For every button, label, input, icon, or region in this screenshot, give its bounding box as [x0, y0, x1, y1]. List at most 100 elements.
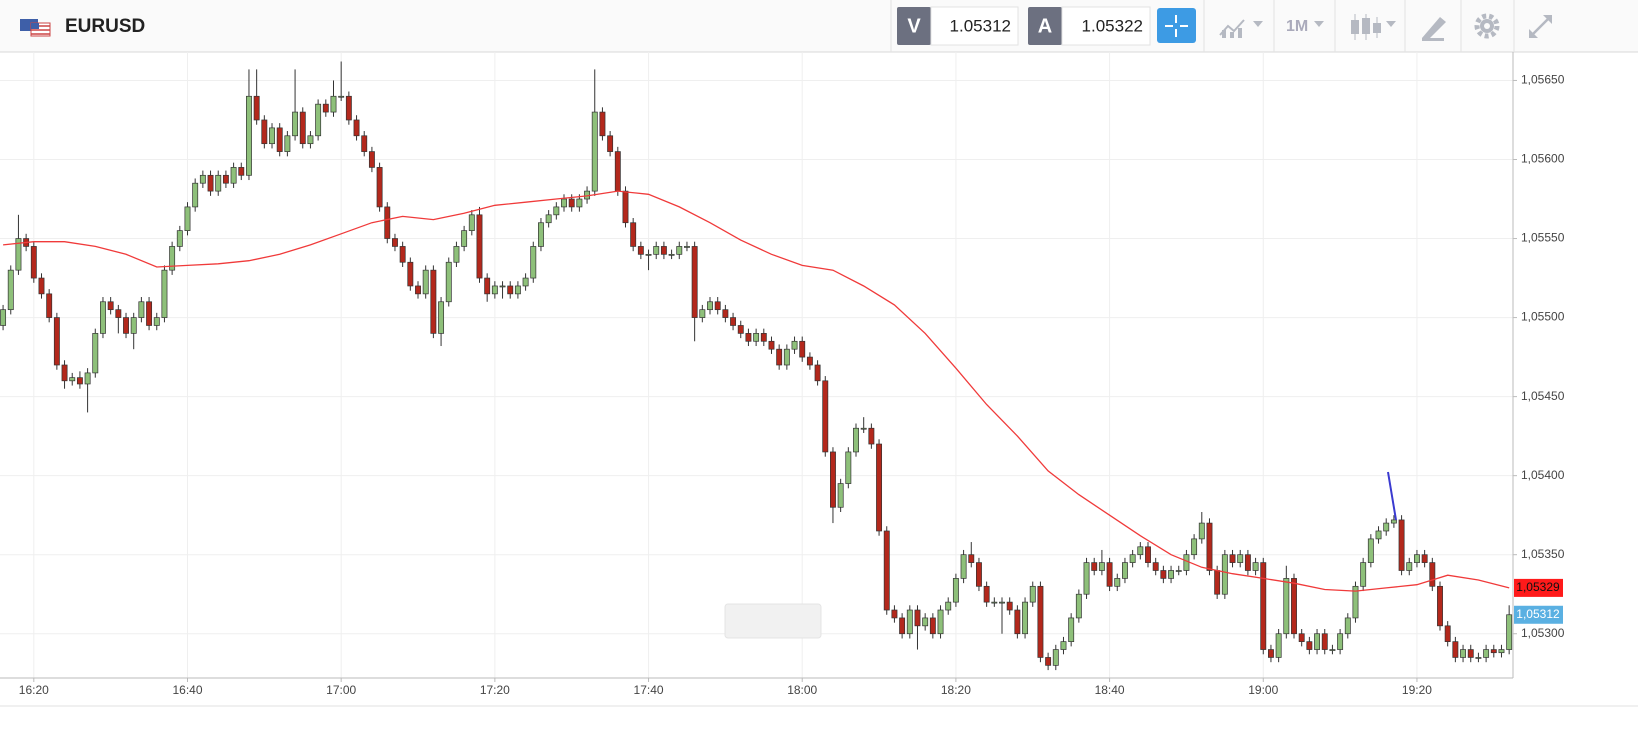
- price-marker-label: 1,05329: [1516, 580, 1560, 594]
- candle-body: [691, 246, 698, 318]
- candle-body: [338, 95, 345, 98]
- sell-button[interactable]: [897, 7, 931, 45]
- candle-body: [376, 167, 383, 208]
- candle-body: [1498, 649, 1505, 654]
- candle-body: [384, 206, 391, 239]
- candle-body: [753, 333, 760, 342]
- candle-body: [814, 364, 821, 382]
- dropdown-arrow[interactable]: [1314, 21, 1324, 27]
- candle-body: [1229, 554, 1236, 563]
- candle-body: [1037, 585, 1044, 658]
- candle-body: [937, 609, 944, 635]
- buy-button[interactable]: [1028, 7, 1062, 45]
- timeframe[interactable]: 1M: [1286, 18, 1308, 35]
- candle-body: [730, 317, 737, 326]
- candle-body: [322, 103, 329, 113]
- candle-body: [0, 309, 7, 326]
- candle-body: [622, 190, 629, 224]
- candle-body: [637, 246, 644, 255]
- candle-body: [407, 261, 414, 287]
- candle-body: [161, 269, 168, 318]
- candle-body: [453, 246, 460, 263]
- candle-body: [1398, 519, 1405, 571]
- candle-body: [1429, 562, 1436, 587]
- candle-body: [222, 174, 229, 184]
- candle-body: [76, 377, 83, 385]
- x-tick-label: 17:00: [326, 683, 356, 697]
- candle-body: [1367, 538, 1374, 563]
- settings-button[interactable]: [1474, 13, 1500, 39]
- candle-body: [1045, 657, 1052, 666]
- buy-price-box[interactable]: [1061, 6, 1151, 46]
- candle-body: [684, 246, 690, 248]
- candle-body: [192, 182, 199, 208]
- candle-body: [353, 119, 360, 137]
- buy-price[interactable]: 1.05322: [1082, 16, 1143, 35]
- fullscreen-button[interactable]: [1529, 15, 1552, 38]
- candle-body: [1268, 649, 1274, 658]
- candle-body: [822, 380, 829, 453]
- y-tick-label: 1,05650: [1521, 73, 1565, 87]
- candle-body: [561, 198, 567, 208]
- candle-body: [1175, 570, 1182, 572]
- candle-body: [630, 222, 637, 247]
- candle-body: [507, 285, 514, 295]
- candle-body: [138, 301, 145, 318]
- candle-body: [1244, 554, 1251, 571]
- candle-body: [791, 340, 798, 350]
- candle-body: [392, 238, 398, 247]
- candle-body: [1152, 562, 1159, 571]
- candle-body: [115, 309, 122, 318]
- candle-body: [491, 285, 498, 295]
- price-marker: [1514, 605, 1563, 624]
- candle-body: [1106, 562, 1113, 587]
- candle-body: [868, 427, 875, 445]
- candle-body: [1168, 570, 1175, 579]
- sell-label[interactable]: V: [907, 15, 921, 37]
- candle-body: [514, 285, 521, 295]
- candle-body: [1344, 617, 1351, 635]
- candle-body: [976, 562, 982, 587]
- candle-body: [499, 285, 506, 288]
- candle-body: [1437, 585, 1443, 627]
- candle-body: [1160, 570, 1167, 579]
- candle-body: [169, 246, 176, 271]
- candle-body: [438, 301, 445, 334]
- x-tick-label: 19:00: [1248, 683, 1278, 697]
- sell-price-box[interactable]: [930, 6, 1019, 46]
- candle-body: [568, 198, 575, 208]
- candle-body: [261, 119, 268, 145]
- candle-body: [15, 238, 22, 271]
- candle-body: [123, 317, 129, 334]
- candle-body: [1483, 649, 1490, 658]
- candle-body: [860, 427, 867, 430]
- candle-body: [1098, 562, 1105, 571]
- x-tick-label: 16:20: [19, 683, 49, 697]
- candles-button[interactable]: [1351, 14, 1396, 40]
- candle-body: [1475, 657, 1482, 659]
- candle-body: [269, 127, 275, 145]
- candle-body: [1068, 617, 1075, 642]
- x-tick-label: 16:40: [172, 683, 202, 697]
- x-tick-label: 18:40: [1095, 683, 1125, 697]
- sell-price[interactable]: 1.05312: [950, 16, 1011, 35]
- candle-body: [668, 253, 675, 256]
- draw-button[interactable]: [1422, 17, 1446, 41]
- candle-body: [545, 214, 552, 224]
- candle-body: [215, 174, 222, 192]
- candle-body: [38, 277, 45, 295]
- candle-body: [653, 246, 660, 255]
- buy-label[interactable]: A: [1038, 15, 1052, 37]
- axis: 1,05300 1,05350 1,05400 1,05450 1,05500 1,055…: [19, 73, 1565, 698]
- candle-body: [960, 554, 967, 579]
- candle-body: [876, 443, 883, 532]
- candle-body: [468, 214, 475, 231]
- candle-body: [1260, 562, 1267, 650]
- candle-body: [299, 111, 306, 145]
- chart-type-button[interactable]: [1219, 19, 1263, 38]
- crosshair-button[interactable]: [1157, 8, 1196, 43]
- candle-body: [837, 483, 844, 508]
- candle-body: [430, 269, 437, 334]
- candle-body: [1198, 522, 1205, 540]
